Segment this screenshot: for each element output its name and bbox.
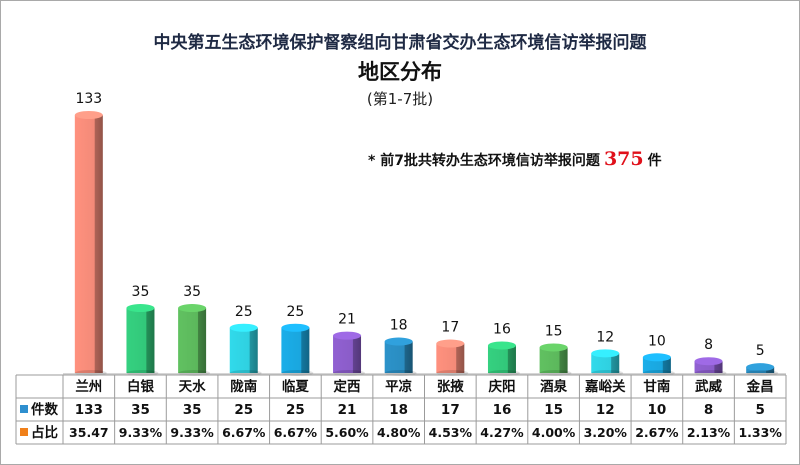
bar-value-label: 17 (441, 320, 459, 336)
bar-酒泉 (539, 347, 568, 373)
category-label: 金昌 (746, 378, 774, 395)
count-legend-marker (20, 405, 28, 413)
count-cell: 10 (647, 402, 666, 418)
count-cell: 25 (286, 402, 305, 418)
bar-top-张掖 (436, 339, 465, 348)
bar-value-label: 133 (75, 91, 102, 107)
share-cell: 5.60% (325, 425, 369, 440)
bar-top-金昌 (746, 363, 775, 372)
chart-title: 中央第五生态环境保护督察组向甘肃省交办生态环境信访举报问题 (153, 33, 647, 53)
bar-value-label: 25 (235, 304, 253, 320)
bar-top-定西 (333, 331, 362, 340)
category-label: 天水 (179, 378, 206, 395)
bar-兰州 (74, 115, 103, 373)
bar-陇南 (229, 327, 258, 373)
count-cell: 8 (704, 402, 713, 418)
category-label: 平凉 (385, 378, 412, 395)
category-label: 定西 (334, 378, 361, 395)
bar-value-label: 21 (338, 312, 356, 328)
category-label: 临夏 (282, 378, 309, 395)
category-label: 嘉峪关 (584, 378, 626, 395)
count-cell: 35 (131, 402, 150, 418)
category-label: 陇南 (230, 378, 257, 395)
bar-top-酒泉 (539, 343, 568, 352)
bar-定西 (333, 335, 362, 373)
share-cell: 2.13% (687, 425, 731, 440)
bar-top-临夏 (281, 323, 310, 332)
share-cell: 1.33% (738, 425, 782, 440)
bar-武威 (694, 361, 723, 373)
share-cell: 6.67% (222, 425, 266, 440)
note-prefix: * 前7批共转办生态环境信访举报问题 (368, 153, 600, 169)
bar-top-武威 (694, 357, 723, 366)
bar-天水 (178, 308, 207, 373)
bar-top-天水 (178, 304, 207, 313)
share-cell: 2.67% (635, 425, 679, 440)
share-cell: 4.27% (480, 425, 524, 440)
category-label: 白银 (127, 378, 154, 395)
category-label: 张掖 (437, 378, 464, 395)
category-label: 酒泉 (540, 378, 567, 395)
bar-白银 (126, 308, 155, 373)
category-label: 庆阳 (488, 378, 515, 395)
bar-top-嘉峪关 (591, 349, 620, 358)
share-cell: 6.67% (274, 425, 318, 440)
count-cell: 21 (338, 402, 357, 418)
count-cell: 133 (75, 402, 103, 418)
bar-张掖 (436, 343, 465, 373)
bar-value-label: 25 (286, 304, 304, 320)
total-note: * 前7批共转办生态环境信访举报问题 375 件 (368, 148, 662, 170)
share-cell: 9.33% (119, 425, 163, 440)
bar-value-label: 35 (132, 284, 150, 300)
share-cell: 3.20% (584, 425, 628, 440)
bar-value-label: 35 (183, 284, 201, 300)
bar-value-label: 12 (596, 329, 614, 345)
count-cell: 16 (493, 402, 512, 418)
bar-value-label: 8 (704, 337, 713, 353)
count-cell: 35 (183, 402, 202, 418)
bar-top-白银 (126, 304, 155, 313)
share-cell: 35.47 (69, 425, 109, 440)
bar-value-label: 18 (390, 318, 408, 334)
note-total: 375 (603, 148, 644, 170)
bar-top-甘南 (642, 353, 671, 362)
bar-value-label: 16 (493, 321, 511, 337)
bar-top-庆阳 (487, 341, 516, 350)
bar-庆阳 (487, 345, 516, 373)
category-label: 武威 (695, 378, 722, 395)
share-legend-marker (20, 428, 28, 436)
bar-value-label: 15 (545, 323, 563, 339)
bar-甘南 (642, 357, 671, 373)
share-cell: 9.33% (170, 425, 214, 440)
count-row-label: 件数 (31, 401, 58, 418)
share-cell: 4.53% (429, 425, 473, 440)
category-label: 甘南 (643, 378, 670, 395)
count-cell: 18 (389, 402, 408, 418)
bar-value-label: 5 (756, 343, 765, 359)
bar-top-兰州 (74, 111, 103, 119)
bar-临夏 (281, 327, 310, 373)
bar-top-陇南 (229, 323, 258, 332)
bar-value-label: 10 (648, 333, 666, 349)
category-label: 兰州 (75, 378, 102, 395)
bar-top-平凉 (384, 337, 413, 346)
count-cell: 15 (544, 402, 563, 418)
note-suffix: 件 (647, 153, 662, 169)
bar-嘉峪关 (591, 353, 620, 373)
share-cell: 4.80% (377, 425, 421, 440)
chart-subtitle: 地区分布 (358, 60, 442, 84)
count-cell: 12 (596, 402, 615, 418)
share-row-label: 占比 (31, 424, 58, 441)
count-cell: 17 (441, 402, 460, 418)
count-cell: 5 (755, 402, 764, 418)
batch-label: (第1-7批) (366, 90, 434, 108)
share-cell: 4.00% (532, 425, 576, 440)
count-cell: 25 (234, 402, 253, 418)
bar-平凉 (384, 341, 413, 373)
